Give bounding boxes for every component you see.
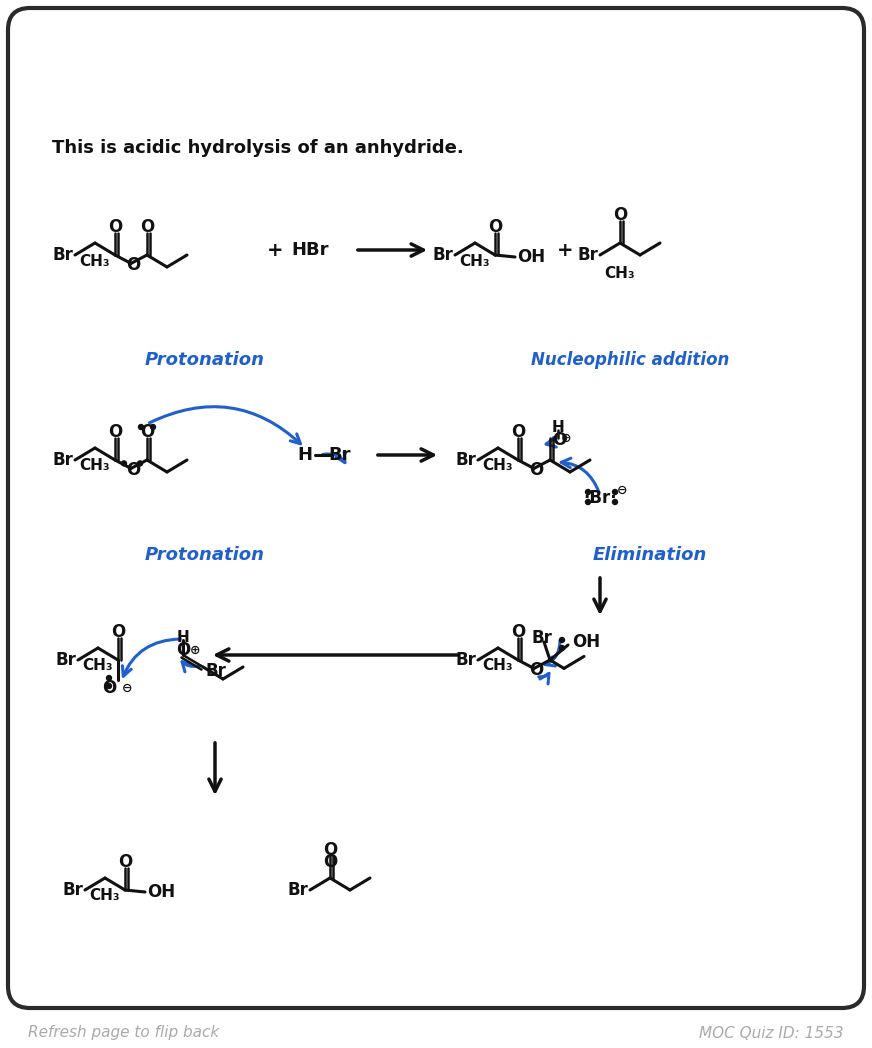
Text: O: O (108, 423, 122, 441)
FancyBboxPatch shape (8, 8, 864, 1008)
Text: O: O (529, 661, 543, 679)
Text: Br: Br (55, 651, 76, 669)
Text: ⊕: ⊕ (190, 643, 201, 656)
Text: O: O (323, 853, 337, 871)
Text: O: O (140, 423, 154, 441)
Text: Br: Br (205, 662, 226, 680)
Text: O: O (140, 218, 154, 236)
Circle shape (585, 489, 590, 495)
Circle shape (585, 500, 590, 504)
Text: Br: Br (455, 451, 476, 470)
Text: O: O (613, 206, 627, 224)
Text: Protonation: Protonation (145, 351, 265, 369)
Text: O: O (108, 218, 122, 236)
Text: O: O (487, 218, 502, 236)
Text: CH₃: CH₃ (79, 254, 111, 268)
Circle shape (560, 637, 564, 642)
Text: O: O (511, 623, 525, 641)
Text: MOC Quiz ID: 1553: MOC Quiz ID: 1553 (699, 1026, 844, 1041)
Text: CH₃: CH₃ (604, 265, 636, 281)
Text: CH₃: CH₃ (483, 658, 514, 674)
Text: Br: Br (52, 451, 73, 470)
Circle shape (138, 461, 142, 466)
Text: CH₃: CH₃ (79, 459, 111, 474)
Text: O: O (511, 423, 525, 441)
Text: O: O (176, 641, 190, 659)
Text: H: H (177, 630, 189, 645)
Text: O: O (323, 840, 337, 859)
Text: CH₃: CH₃ (90, 889, 120, 903)
Circle shape (106, 676, 112, 680)
Text: ⊕: ⊕ (561, 432, 571, 444)
Text: ⊖: ⊖ (122, 681, 133, 695)
Circle shape (612, 500, 617, 504)
Text: Refresh page to flip back: Refresh page to flip back (28, 1026, 219, 1041)
Text: +: + (267, 240, 283, 260)
Text: O: O (552, 431, 566, 449)
Text: Br: Br (287, 881, 308, 899)
Text: Br: Br (52, 246, 73, 264)
Text: ·Br·: ·Br· (583, 489, 617, 507)
Text: Elimination: Elimination (593, 546, 707, 564)
Text: O: O (126, 461, 140, 479)
Text: OH: OH (147, 883, 175, 901)
Text: Br: Br (577, 246, 598, 264)
Circle shape (121, 461, 126, 466)
Circle shape (151, 424, 155, 430)
Text: Br: Br (455, 651, 476, 669)
Text: This is acidic hydrolysis of an anhydride.: This is acidic hydrolysis of an anhydrid… (52, 139, 464, 157)
Text: +: + (556, 240, 573, 260)
Text: ⊖: ⊖ (617, 483, 627, 497)
Text: Br: Br (62, 881, 83, 899)
Circle shape (612, 489, 617, 495)
Text: OH: OH (517, 248, 545, 266)
Circle shape (560, 646, 564, 651)
Text: OH: OH (572, 633, 600, 651)
Text: O: O (126, 257, 140, 275)
Text: CH₃: CH₃ (460, 254, 490, 268)
Circle shape (139, 424, 144, 430)
Text: O: O (102, 679, 116, 697)
Text: CH₃: CH₃ (483, 459, 514, 474)
Text: O: O (529, 461, 543, 479)
Text: O: O (118, 853, 133, 871)
Text: HBr: HBr (291, 241, 329, 259)
Text: H: H (552, 419, 565, 435)
Text: CH₃: CH₃ (83, 658, 113, 674)
Text: Br: Br (329, 446, 351, 464)
Text: Protonation: Protonation (145, 546, 265, 564)
Text: O: O (111, 623, 125, 641)
Text: Nucleophilic addition: Nucleophilic addition (531, 351, 729, 369)
Circle shape (106, 683, 112, 689)
Text: Br: Br (532, 629, 553, 647)
Text: Br: Br (433, 246, 453, 264)
Text: H: H (297, 446, 312, 464)
